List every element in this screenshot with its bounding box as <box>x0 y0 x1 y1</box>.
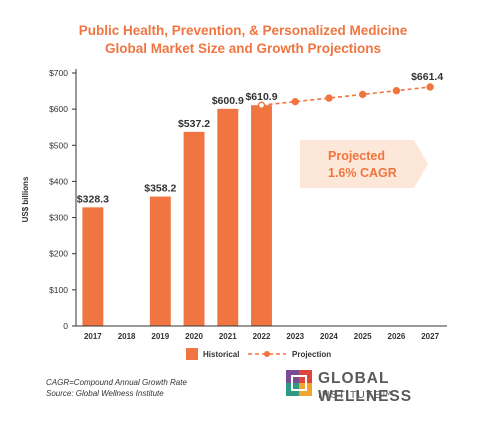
y-tick-label: $500 <box>49 140 68 150</box>
projection-point-2027 <box>426 83 434 91</box>
x-tick-label: 2019 <box>151 332 169 341</box>
bar-value-label: $600.9 <box>212 95 244 107</box>
x-tick-label: 2020 <box>185 332 203 341</box>
y-tick-label: $200 <box>49 249 68 259</box>
projection-line <box>261 86 431 106</box>
y-tick-label: 0 <box>63 321 68 331</box>
x-tick-label: 2025 <box>354 332 372 341</box>
y-tick-label: $600 <box>49 104 68 114</box>
y-tick-label: $100 <box>49 285 68 295</box>
bar-2017 <box>82 207 104 326</box>
x-tick-label: 2022 <box>253 332 271 341</box>
projection-point-2026 <box>392 87 401 95</box>
footnote-source: Source: Global Wellness Institute <box>46 389 164 398</box>
bar-2019 <box>149 196 171 326</box>
x-tick-label: 2021 <box>219 332 237 341</box>
x-tick-label: 2024 <box>320 332 338 341</box>
projection-point-2022 <box>257 101 266 109</box>
projection-point-2023 <box>291 97 299 106</box>
legend-marker-projection <box>264 351 270 357</box>
logo-text-line2: INSTITUTE™ <box>318 389 393 401</box>
cagr-banner <box>300 140 428 188</box>
bar-value-label: $537.2 <box>178 118 210 130</box>
y-tick-label: $400 <box>49 176 68 186</box>
y-tick-label: $700 <box>49 68 68 78</box>
x-tick-label: 2017 <box>84 332 102 341</box>
projection-end-label: $661.4 <box>411 71 443 83</box>
x-tick-label: 2023 <box>286 332 304 341</box>
bar-2022 <box>251 105 272 327</box>
logo-text-line1: GLOBAL WELLNESS <box>318 370 413 405</box>
projection-point-2024 <box>325 94 333 102</box>
bar-value-label: $358.2 <box>144 183 176 195</box>
x-tick-label: 2026 <box>388 332 406 341</box>
y-tick-label: $300 <box>49 213 68 223</box>
bar-2020 <box>183 131 205 326</box>
legend-label-historical: Historical <box>203 350 239 359</box>
bar-2021 <box>217 108 239 327</box>
projection-point-2025 <box>358 90 367 99</box>
legend-swatch-historical <box>186 348 198 360</box>
footnote-cagr: CAGR=Compound Annual Growth Rate <box>46 378 187 387</box>
legend-label-projection: Projection <box>292 350 331 359</box>
bar-value-label: $328.3 <box>77 193 109 205</box>
x-tick-label: 2018 <box>118 332 136 341</box>
cagr-annotation-line1: Projected <box>328 149 385 163</box>
cagr-annotation-line2: 1.6% CAGR <box>328 166 397 180</box>
chart-subtitle: Global Market Size and Growth Projection… <box>104 41 382 56</box>
logo-mark-icon <box>286 370 312 396</box>
y-axis-label: US$ billions <box>21 176 30 222</box>
bar-value-label: $610.9 <box>245 91 277 103</box>
chart-title: Public Health, Prevention, & Personalize… <box>78 23 408 38</box>
x-tick-label: 2027 <box>421 332 439 341</box>
